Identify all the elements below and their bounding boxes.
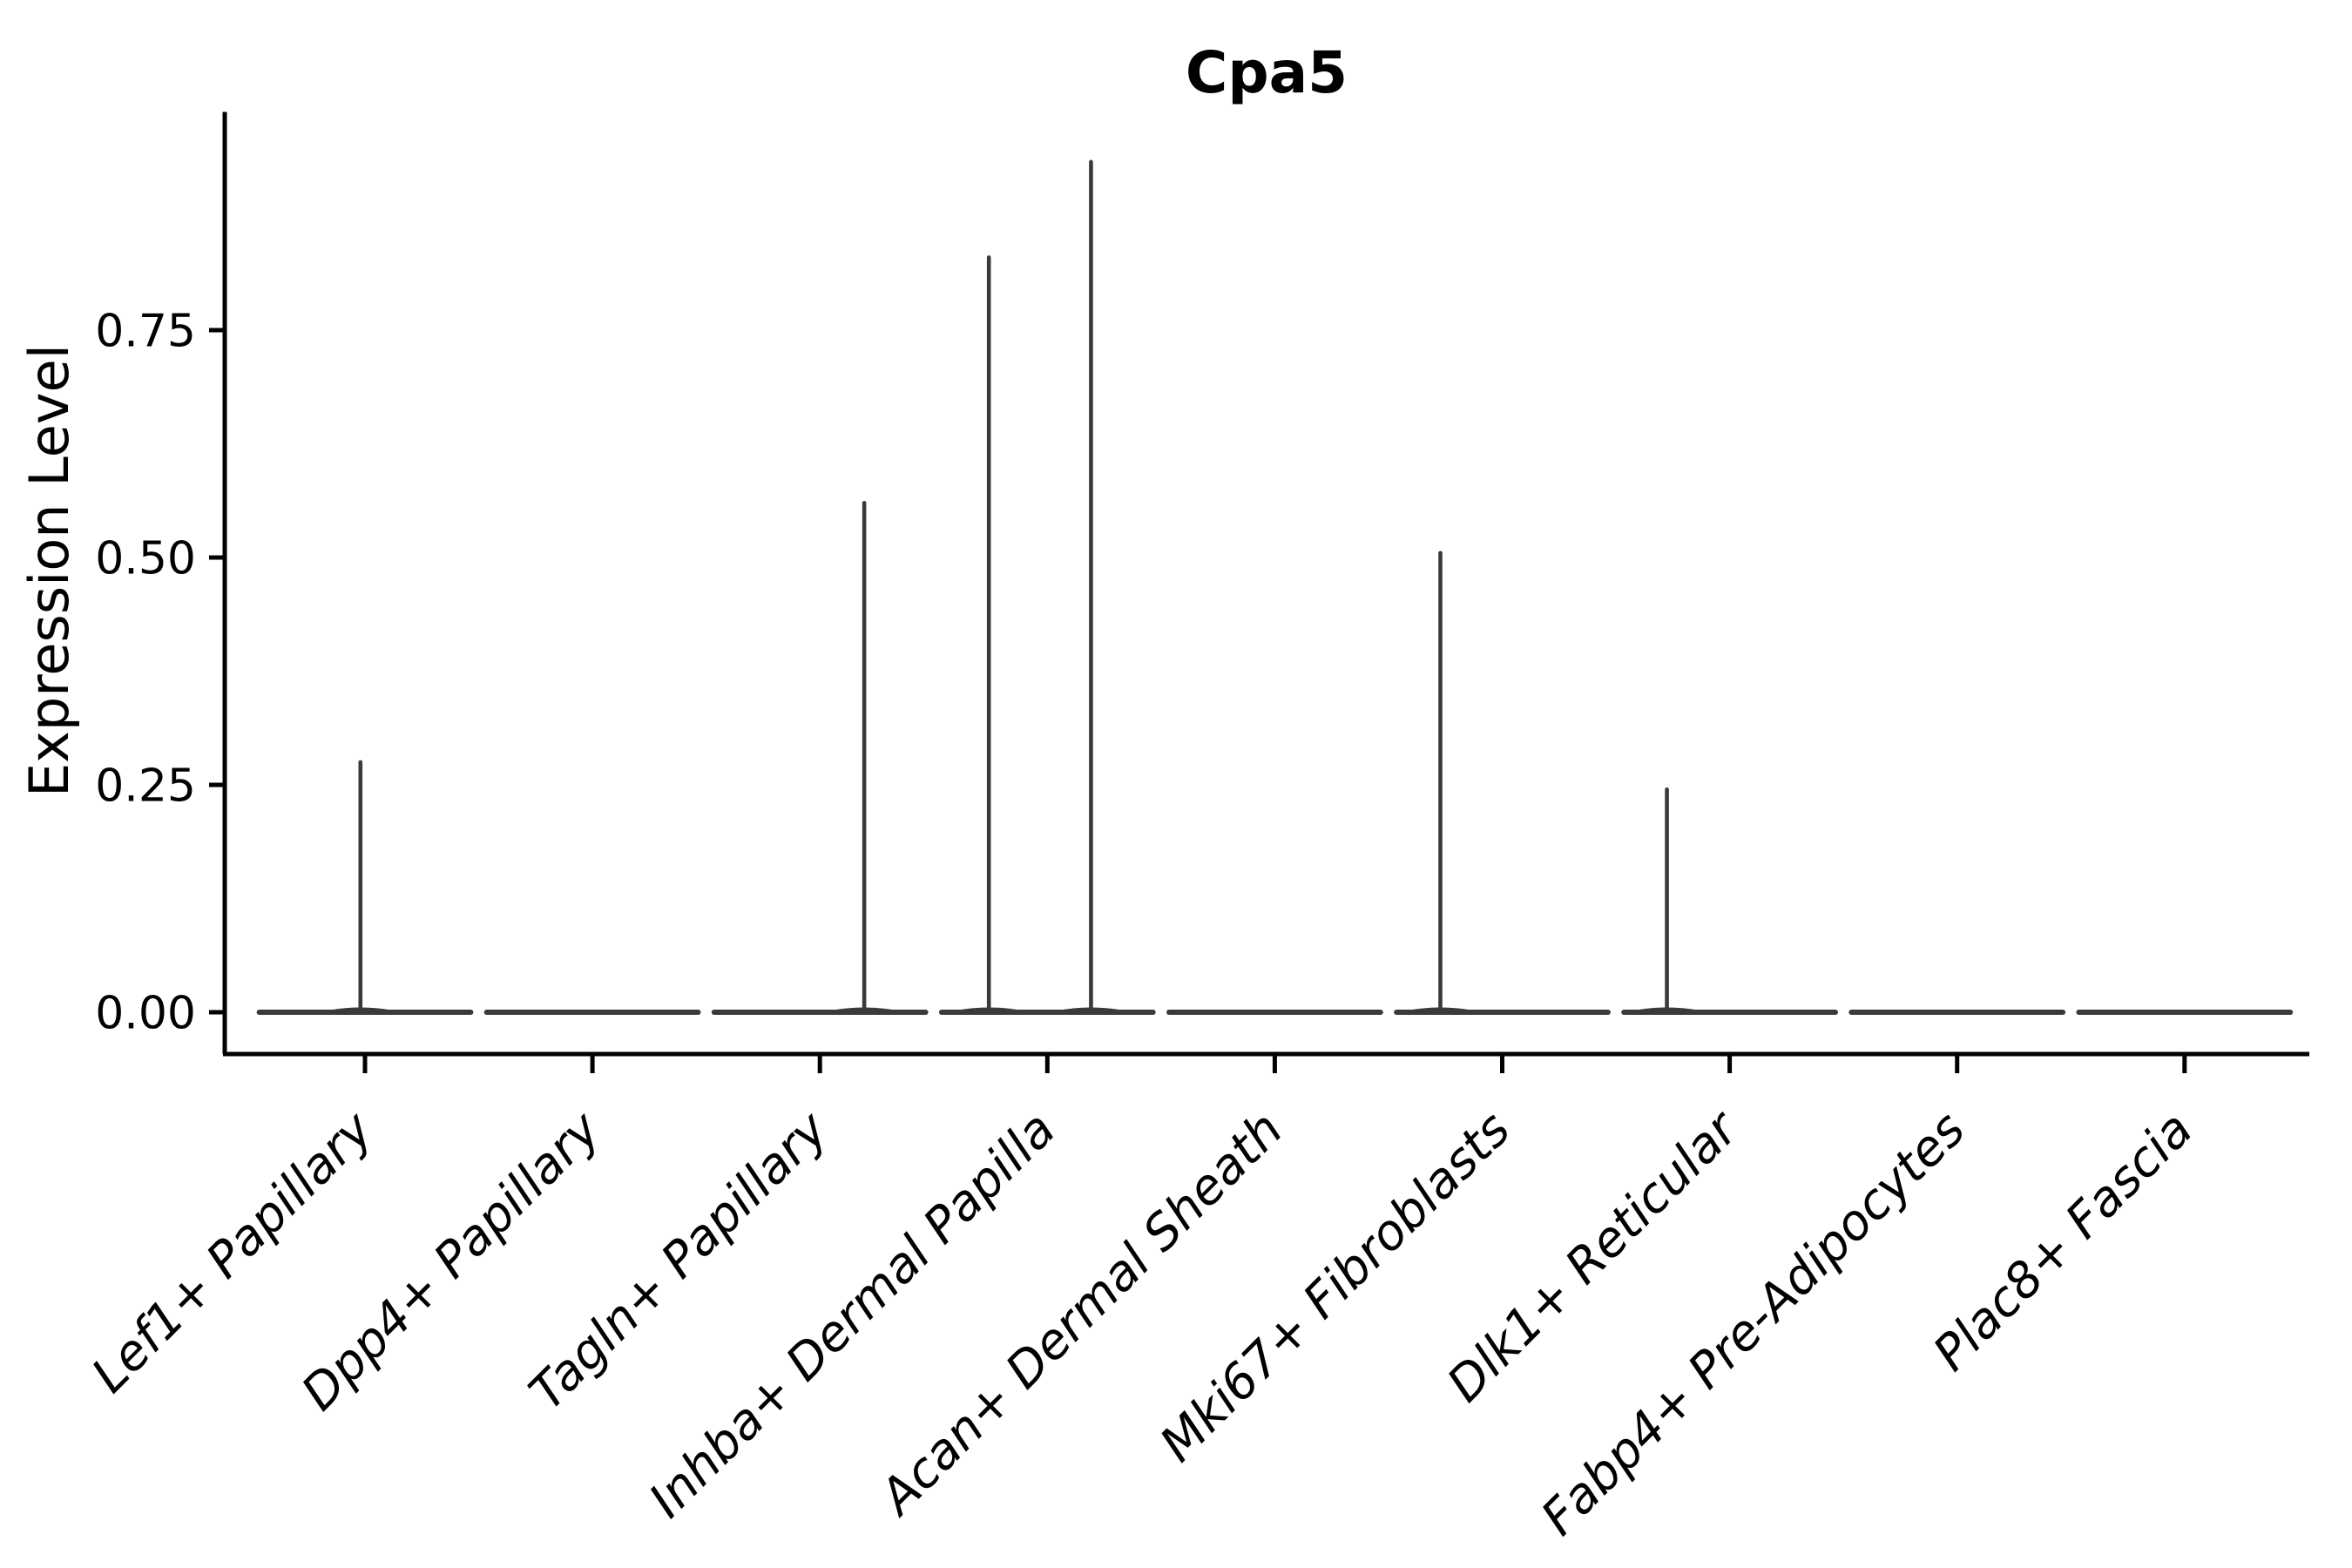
x-tick-label: Inhba+ Dermal Papilla xyxy=(639,1101,1066,1529)
x-tick-label: Acan+ Dermal Sheath xyxy=(868,1101,1294,1527)
chart-title: Cpa5 xyxy=(1186,39,1348,106)
x-tick-label: Fabp4+ Pre-Adipocytes xyxy=(1531,1101,1976,1546)
y-tick-label: 0.50 xyxy=(95,533,196,585)
y-tick-label: 0.75 xyxy=(95,306,196,358)
y-tick-label: 0.25 xyxy=(95,760,196,813)
y-axis-label: Expression Level xyxy=(17,344,81,797)
y-tick-label: 0.00 xyxy=(95,988,196,1040)
